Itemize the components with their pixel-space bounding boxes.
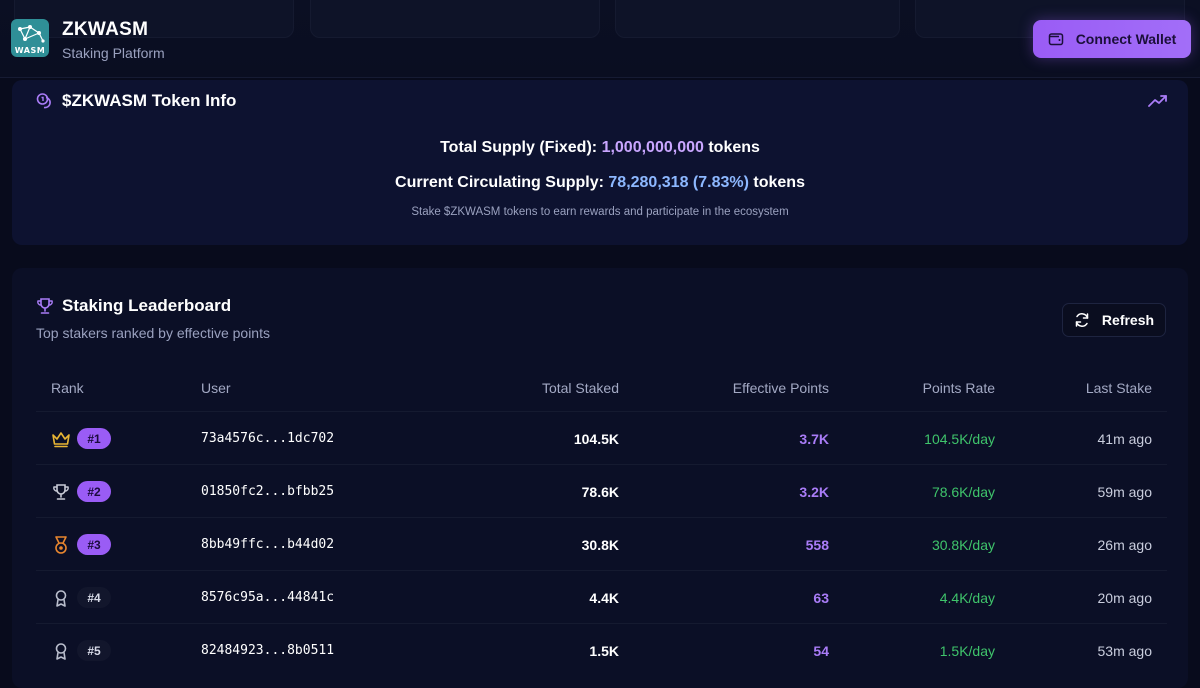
refresh-label: Refresh [1101,312,1155,328]
table-row[interactable]: #3 8bb49ffc...b44d02 30.8K 558 30.8K/day… [36,517,1167,570]
token-note: Stake $ZKWASM tokens to earn rewards and… [411,206,789,218]
table-row[interactable]: #2 01850fc2...bfbb25 78.6K 3.2K 78.6K/da… [36,464,1167,517]
points-rate: 1.5K/day [939,642,995,659]
logo: WASM [11,19,49,57]
column-header-user[interactable]: User [201,380,231,396]
rank-badge: #2 [77,481,111,502]
points-rate: 4.4K/day [939,589,995,606]
effective-points: 3.7K [799,430,829,447]
crown-icon [52,432,70,448]
last-stake: 59m ago [1097,483,1152,500]
user-address: 82484923...8b0511 [201,643,335,658]
points-rate: 104.5K/day [924,430,995,447]
last-stake: 20m ago [1097,589,1152,606]
ghost-stat-card [615,0,900,38]
logo-text: WASM [14,46,46,55]
refresh-icon [1075,313,1089,327]
medal-icon [55,536,67,554]
total-staked: 104.5K [573,430,619,447]
effective-points: 63 [813,589,829,606]
last-stake: 53m ago [1097,642,1152,659]
ghost-stat-card [310,0,600,38]
total-staked: 30.8K [581,536,619,553]
last-stake: 41m ago [1097,430,1152,447]
award-icon [55,643,67,660]
leaderboard-card: Staking Leaderboard Top stakers ranked b… [12,268,1188,688]
column-header-last-stake[interactable]: Last Stake [1085,380,1152,396]
brand-subtitle: Staking Platform [62,45,165,61]
rank-badge: #4 [77,587,111,608]
wallet-icon [1048,33,1063,46]
total-staked: 1.5K [589,642,619,659]
trophy-icon [53,484,69,500]
app-header: WASM ZKWASM Staking Platform Connect Wal… [0,0,1200,78]
column-header-total-staked[interactable]: Total Staked [541,380,619,396]
user-address: 8bb49ffc...b44d02 [201,537,335,552]
token-info-card: $ZKWASM Token Info Total Supply (Fixed):… [12,80,1188,245]
points-rate: 78.6K/day [931,483,995,500]
table-row[interactable]: #4 8576c95a...44841c 4.4K 63 4.4K/day 20… [36,570,1167,623]
rank-badge: #3 [77,534,111,555]
connect-wallet-button[interactable]: Connect Wallet [1033,20,1191,58]
user-address: 73a4576c...1dc702 [201,431,335,446]
circulating-supply-value: 78,280,318 (7.83%) [608,174,749,191]
effective-points: 54 [813,642,829,659]
coins-icon [36,93,51,109]
total-supply-value: 1,000,000,000 [601,139,704,156]
rank-badge: #5 [77,640,111,661]
connect-wallet-label: Connect Wallet [1075,31,1177,47]
total-staked: 78.6K [581,483,619,500]
total-supply-unit: tokens [708,139,760,156]
total-staked: 4.4K [589,589,619,606]
circulating-supply-line: Current Circulating Supply: 78,280,318 (… [12,174,1188,192]
leaderboard-subtitle: Top stakers ranked by effective points [36,325,270,341]
refresh-button[interactable]: Refresh [1062,303,1166,337]
last-stake: 26m ago [1097,536,1152,553]
points-rate: 30.8K/day [931,536,995,553]
table-row[interactable]: #5 82484923...8b0511 1.5K 54 1.5K/day 53… [36,623,1167,676]
user-address: 01850fc2...bfbb25 [201,484,335,499]
trophy-icon [37,298,53,314]
ghost-stat-card [14,0,294,38]
network-nodes-icon [18,25,45,43]
trending-up-icon [1148,95,1167,107]
token-info-title: $ZKWASM Token Info [62,91,237,110]
rank-badge: #1 [77,428,111,449]
circulating-supply-label: Current Circulating Supply: [395,174,604,191]
column-header-effective-points[interactable]: Effective Points [732,380,829,396]
user-address: 8576c95a...44841c [201,590,335,605]
total-supply-label: Total Supply (Fixed): [440,139,598,156]
circulating-supply-unit: tokens [753,174,805,191]
table-row[interactable]: #1 73a4576c...1dc702 104.5K 3.7K 104.5K/… [36,411,1167,464]
brand-title: ZKWASM [62,19,149,40]
award-icon [55,590,67,607]
column-header-points-rate[interactable]: Points Rate [922,380,995,396]
column-header-rank[interactable]: Rank [51,380,84,396]
total-supply-line: Total Supply (Fixed): 1,000,000,000 toke… [12,139,1188,157]
effective-points: 558 [805,536,829,553]
effective-points: 3.2K [799,483,829,500]
leaderboard-title: Staking Leaderboard [62,296,232,315]
